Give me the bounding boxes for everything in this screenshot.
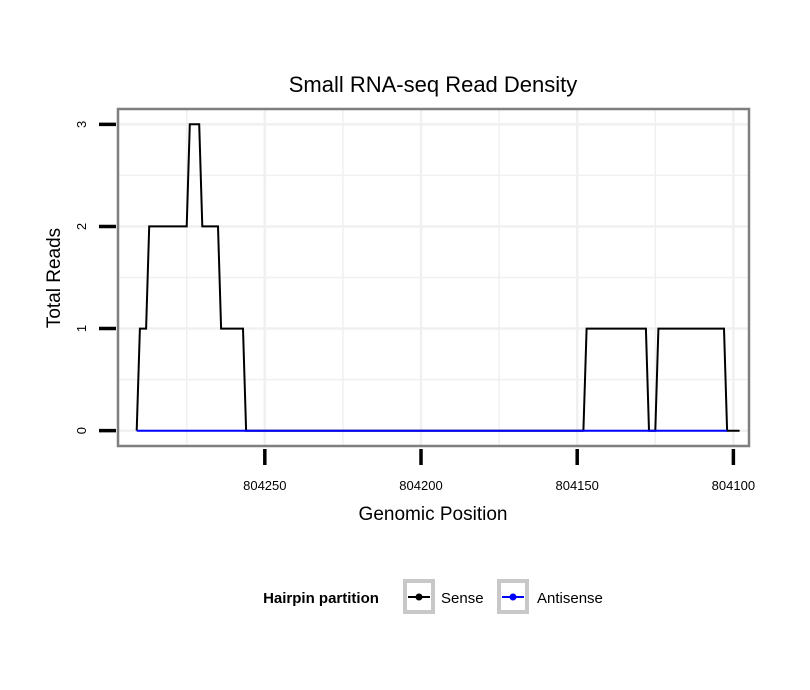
x-tick-label: 804250 <box>243 478 286 493</box>
legend-item-antisense: Antisense <box>497 579 603 614</box>
legend-title: Hairpin partition <box>263 590 379 607</box>
y-tick-label: 0 <box>74 427 89 434</box>
legend: Hairpin partition Sense Antisense <box>263 579 603 614</box>
plot-border <box>116 107 751 448</box>
x-tick-label: 804150 <box>555 478 598 493</box>
y-axis: 0 1 2 3 <box>74 121 116 434</box>
x-tick-label: 804200 <box>399 478 442 493</box>
chart-title: Small RNA-seq Read Density <box>289 72 578 97</box>
y-axis-title: Total Reads <box>44 228 65 328</box>
legend-dot-sense <box>415 593 423 601</box>
y-tick-label: 3 <box>74 121 89 128</box>
y-tick-label: 2 <box>74 223 89 230</box>
x-tick-label: 804100 <box>712 478 755 493</box>
legend-item-sense: Sense <box>403 579 484 614</box>
x-axis-title: Genomic Position <box>359 504 508 525</box>
legend-dot-antisense <box>509 593 517 601</box>
series-lines <box>135 123 740 432</box>
x-axis: 804250 804200 804150 804100 <box>243 449 755 493</box>
legend-label-antisense: Antisense <box>537 590 603 607</box>
y-tick-label: 1 <box>74 325 89 332</box>
grid <box>118 109 749 446</box>
legend-label-sense: Sense <box>441 590 484 607</box>
series-line-sense <box>135 123 740 432</box>
